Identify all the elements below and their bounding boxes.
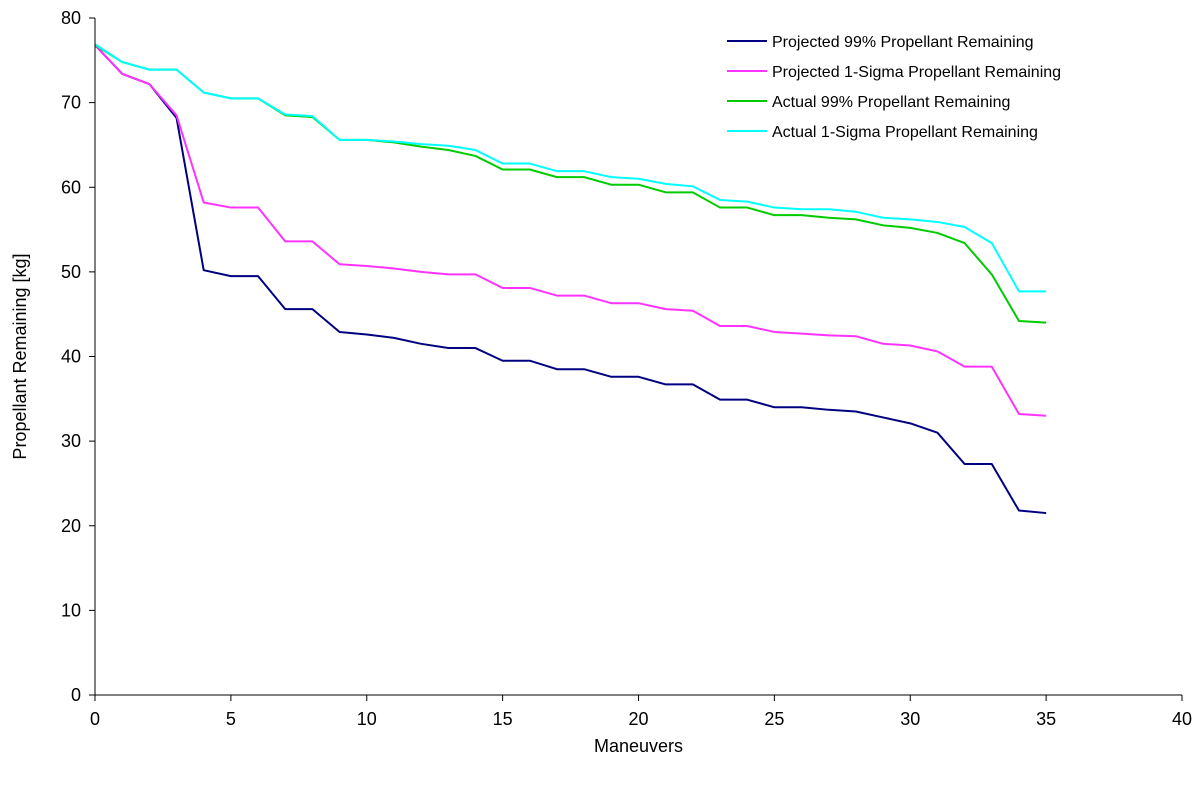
x-tick-label: 25 [764, 709, 784, 729]
x-tick-label: 35 [1036, 709, 1056, 729]
legend-label: Projected 99% Propellant Remaining [772, 34, 1033, 51]
y-tick-label: 20 [61, 516, 81, 536]
plot-area [94, 43, 1047, 515]
y-tick-label: 30 [61, 431, 81, 451]
y-tick-label: 80 [61, 8, 81, 28]
series-line [94, 44, 1047, 324]
x-tick-label: 5 [226, 709, 236, 729]
x-tick-label: 40 [1172, 709, 1192, 729]
x-tick-label: 30 [900, 709, 920, 729]
series-line [94, 43, 1047, 293]
y-tick-label: 40 [61, 347, 81, 367]
x-tick-label: 15 [493, 709, 513, 729]
x-tick-label: 20 [628, 709, 648, 729]
y-tick-label: 70 [61, 93, 81, 113]
y-tick-label: 0 [71, 685, 81, 705]
y-tick-label: 60 [61, 177, 81, 197]
series-line [94, 44, 1047, 515]
legend-label: Actual 99% Propellant Remaining [772, 94, 1010, 111]
y-axis-title: Propellant Remaining [kg] [10, 253, 30, 459]
series-line [94, 44, 1047, 417]
legend-label: Projected 1-Sigma Propellant Remaining [772, 64, 1061, 81]
axes: 0 10 20 30 40 50 60 70 80 0 5 10 15 20 25 30 35 40 [61, 8, 1192, 729]
legend-label: Actual 1-Sigma Propellant Remaining [772, 124, 1038, 141]
x-tick-label: 0 [90, 709, 100, 729]
x-axis-title: Maneuvers [594, 736, 683, 756]
y-tick-label: 10 [61, 600, 81, 620]
y-tick-label: 50 [61, 262, 81, 282]
legend: Projected 99% Propellant Remaining Projec… [727, 34, 1061, 141]
x-tick-label: 10 [357, 709, 377, 729]
